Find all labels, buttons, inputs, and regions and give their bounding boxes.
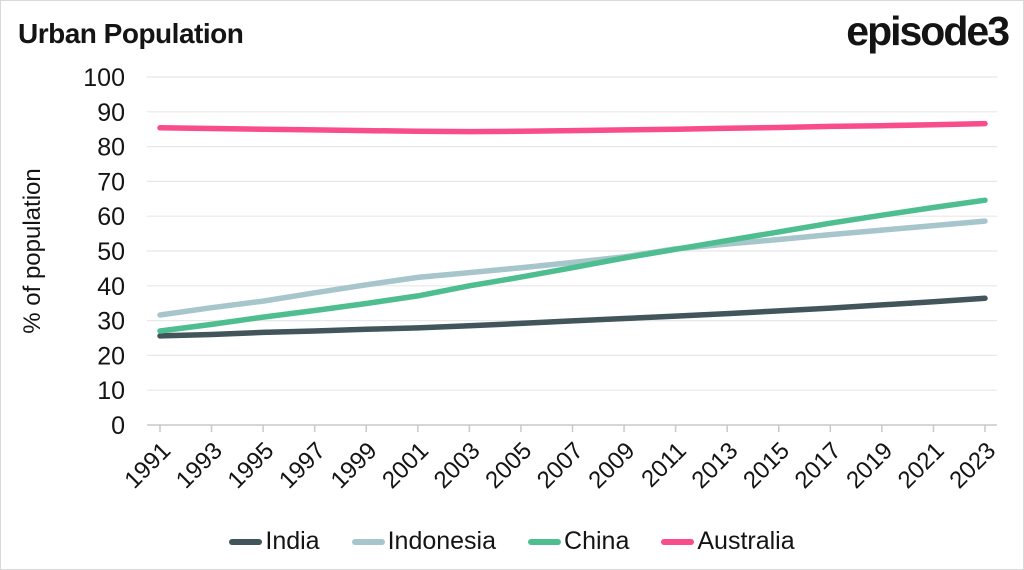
x-tick-label: 1995 <box>223 437 280 494</box>
legend-label: China <box>564 527 630 555</box>
legend-swatch-australia <box>661 538 695 545</box>
y-tick-label: 60 <box>97 203 125 231</box>
y-tick-label: 70 <box>97 168 125 196</box>
legend-item-indonesia: Indonesia <box>351 527 497 556</box>
x-tick-label: 2021 <box>893 437 950 494</box>
y-tick-label: 100 <box>83 64 125 92</box>
x-tick-label: 2009 <box>583 437 640 494</box>
x-tick-label: 1991 <box>119 437 176 494</box>
legend-item-india: India <box>229 527 320 556</box>
x-tick-label: 1993 <box>171 437 228 494</box>
x-tick-label: 2015 <box>738 437 795 494</box>
y-tick-label: 50 <box>97 238 125 266</box>
y-tick-label: 40 <box>97 273 125 301</box>
x-tick-label: 2003 <box>429 437 486 494</box>
x-tick-label: 2007 <box>532 437 589 494</box>
x-tick-label: 2001 <box>377 437 434 494</box>
line-china <box>157 197 988 334</box>
legend-item-china: China <box>528 527 629 556</box>
legend-swatch-china <box>528 538 562 545</box>
legend-label: Australia <box>697 527 795 555</box>
line-indonesia <box>157 218 988 318</box>
legend-swatch-indonesia <box>351 538 385 545</box>
episode3-logo: episode3 <box>846 8 1010 54</box>
x-tick-label: 1997 <box>274 437 331 494</box>
legend-item-australia: Australia <box>661 527 795 556</box>
chart-legend: India Indonesia China Australia <box>0 527 1024 556</box>
y-tick-label: 10 <box>97 377 125 405</box>
y-tick-label: 80 <box>97 134 125 162</box>
legend-swatch-india <box>229 538 263 545</box>
x-tick-label: 2019 <box>841 437 898 494</box>
urban-population-line-chart: 0 10 20 30 40 50 60 70 80 90 100 199119931995199719… <box>19 64 1001 494</box>
x-tick-label: 2013 <box>687 437 744 494</box>
y-tick-label: 30 <box>97 308 125 336</box>
y-tick-label: 90 <box>97 99 125 127</box>
x-tick-label: 1999 <box>326 437 383 494</box>
line-india <box>157 295 988 339</box>
x-tick-label: 2011 <box>636 437 692 493</box>
y-tick-label: 20 <box>97 342 125 370</box>
x-tick-label: 2005 <box>480 437 537 494</box>
x-tick-label: 2017 <box>790 437 847 494</box>
x-tick-label: 2023 <box>944 437 1001 494</box>
chart-header: Urban Population episode3 <box>18 8 1010 54</box>
y-axis-title: % of population <box>19 168 46 333</box>
legend-label: India <box>265 527 320 555</box>
y-tick-label: 0 <box>111 412 125 440</box>
legend-label: Indonesia <box>387 527 497 555</box>
line-australia <box>157 120 988 135</box>
chart-title: Urban Population <box>18 18 244 49</box>
